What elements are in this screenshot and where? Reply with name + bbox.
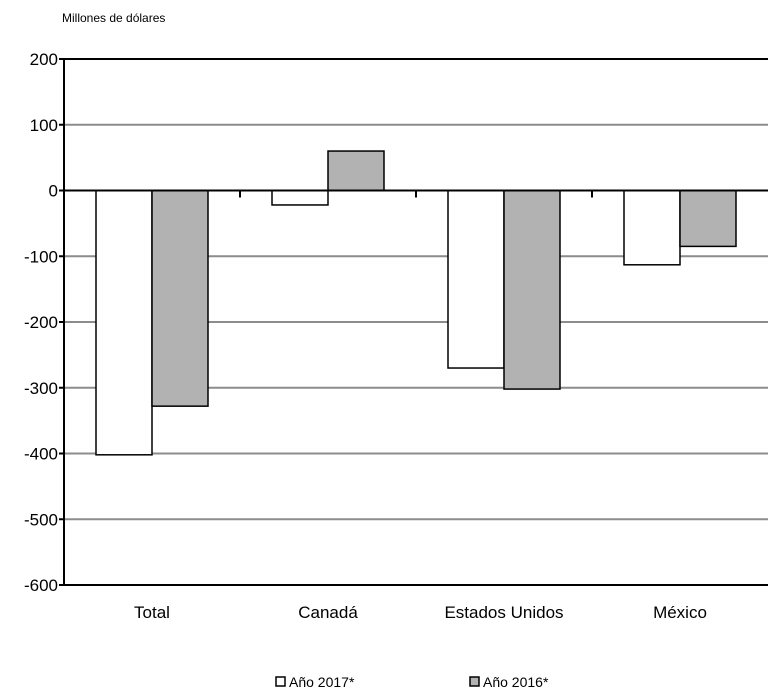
legend-label: Año 2017* (289, 674, 355, 690)
y-tick-label: -200 (24, 313, 58, 332)
legend-swatch (275, 676, 286, 687)
y-tick-label: -600 (24, 576, 58, 595)
y-axis-unit-label: Millones de dólares (62, 11, 165, 25)
bar-2016-3 (679, 189, 737, 248)
x-category-label: Total (134, 603, 170, 622)
bar-2016-0 (151, 189, 209, 407)
x-category-label: México (653, 603, 707, 622)
bar-2017-0 (95, 189, 153, 456)
y-tick-label: 200 (30, 50, 58, 69)
y-tick-label: 100 (30, 116, 58, 135)
legend: Año 2017* Año 2016* (275, 674, 549, 690)
x-category-label: Canadá (298, 603, 358, 622)
bar-2017-3 (623, 189, 681, 266)
x-category-label: Estados Unidos (444, 603, 563, 622)
y-tick-label: -400 (24, 445, 58, 464)
bar-2017-1 (271, 189, 329, 206)
legend-swatch (469, 676, 480, 687)
axes (59, 58, 768, 586)
axis-labels: 200 100 0 -100 -200 -300 -400 -500 -600 Total Cana… (24, 50, 707, 622)
bar-2016-2 (503, 189, 561, 390)
legend-label: Año 2016* (483, 674, 549, 690)
y-tick-label: -100 (24, 247, 58, 266)
y-tick-label: -500 (24, 510, 58, 529)
bar-2017-2 (447, 189, 505, 369)
y-tick-label: -300 (24, 379, 58, 398)
bar-2016-1 (327, 150, 385, 192)
y-tick-label: 0 (49, 182, 58, 201)
